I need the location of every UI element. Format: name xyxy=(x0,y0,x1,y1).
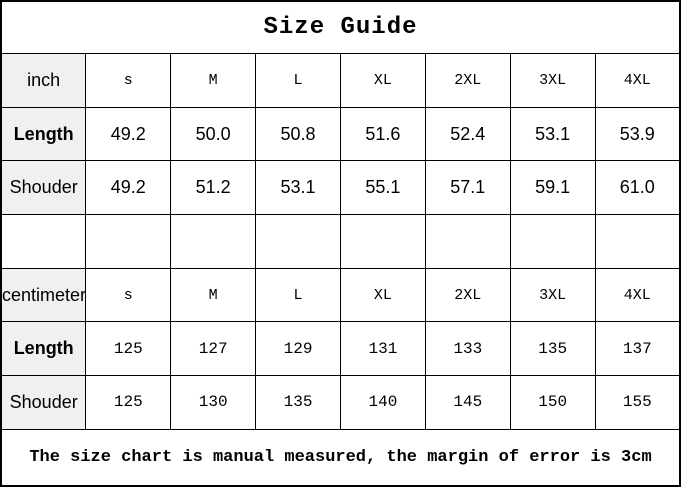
value-cell: 50.8 xyxy=(255,106,341,162)
footer-row: The size chart is manual measured, the m… xyxy=(0,428,681,487)
empty-cell xyxy=(509,214,596,269)
size-header-4xl: 4XL xyxy=(594,53,681,108)
size-header-2xl: 2XL xyxy=(424,267,511,323)
title-row: Size Guide xyxy=(0,0,681,55)
empty-cell xyxy=(424,214,511,269)
size-header-m: M xyxy=(170,53,257,108)
value-cell: 140 xyxy=(340,375,426,430)
centimeter-length-row: Length 125 127 129 131 133 135 137 xyxy=(0,321,681,377)
empty-cell xyxy=(0,214,87,269)
size-header-3xl: 3XL xyxy=(509,53,596,108)
empty-cell xyxy=(594,214,681,269)
value-cell: 52.4 xyxy=(424,106,511,162)
value-cell: 51.2 xyxy=(170,160,257,216)
size-header-l: L xyxy=(255,53,341,108)
value-cell: 125 xyxy=(85,321,172,377)
value-cell: 133 xyxy=(424,321,511,377)
unit-label-inch: inch xyxy=(0,53,87,108)
value-cell: 51.6 xyxy=(340,106,426,162)
inch-shouder-row: Shouder 49.2 51.2 53.1 55.1 57.1 59.1 61… xyxy=(0,160,681,216)
inch-length-row: Length 49.2 50.0 50.8 51.6 52.4 53.1 53.… xyxy=(0,106,681,162)
size-header-2xl: 2XL xyxy=(424,53,511,108)
value-cell: 135 xyxy=(509,321,596,377)
row-label-length: Length xyxy=(0,321,87,377)
size-header-xl: XL xyxy=(340,267,426,323)
size-header-s: s xyxy=(85,267,172,323)
size-header-xl: XL xyxy=(340,53,426,108)
centimeter-size-header-row: centimeter s M L XL 2XL 3XL 4XL xyxy=(0,267,681,323)
spacer-row xyxy=(0,214,681,269)
empty-cell xyxy=(340,214,426,269)
centimeter-shouder-row: Shouder 125 130 135 140 145 150 155 xyxy=(0,375,681,430)
value-cell: 127 xyxy=(170,321,257,377)
row-label-shouder: Shouder xyxy=(0,375,87,430)
footer-note: The size chart is manual measured, the m… xyxy=(0,428,681,487)
value-cell: 57.1 xyxy=(424,160,511,216)
value-cell: 131 xyxy=(340,321,426,377)
size-header-3xl: 3XL xyxy=(509,267,596,323)
value-cell: 53.1 xyxy=(255,160,341,216)
value-cell: 145 xyxy=(424,375,511,430)
value-cell: 150 xyxy=(509,375,596,430)
value-cell: 129 xyxy=(255,321,341,377)
value-cell: 49.2 xyxy=(85,160,172,216)
size-header-4xl: 4XL xyxy=(594,267,681,323)
value-cell: 61.0 xyxy=(594,160,681,216)
page-title: Size Guide xyxy=(0,0,681,55)
value-cell: 55.1 xyxy=(340,160,426,216)
row-label-shouder: Shouder xyxy=(0,160,87,216)
size-header-m: M xyxy=(170,267,257,323)
unit-label-centimeter: centimeter xyxy=(0,267,87,323)
empty-cell xyxy=(170,214,257,269)
inch-size-header-row: inch s M L XL 2XL 3XL 4XL xyxy=(0,53,681,108)
value-cell: 130 xyxy=(170,375,257,430)
value-cell: 135 xyxy=(255,375,341,430)
value-cell: 53.9 xyxy=(594,106,681,162)
value-cell: 53.1 xyxy=(509,106,596,162)
row-label-length: Length xyxy=(0,106,87,162)
value-cell: 125 xyxy=(85,375,172,430)
empty-cell xyxy=(85,214,172,269)
value-cell: 49.2 xyxy=(85,106,172,162)
value-cell: 155 xyxy=(594,375,681,430)
value-cell: 50.0 xyxy=(170,106,257,162)
size-header-s: s xyxy=(85,53,172,108)
empty-cell xyxy=(255,214,341,269)
size-header-l: L xyxy=(255,267,341,323)
value-cell: 59.1 xyxy=(509,160,596,216)
value-cell: 137 xyxy=(594,321,681,377)
